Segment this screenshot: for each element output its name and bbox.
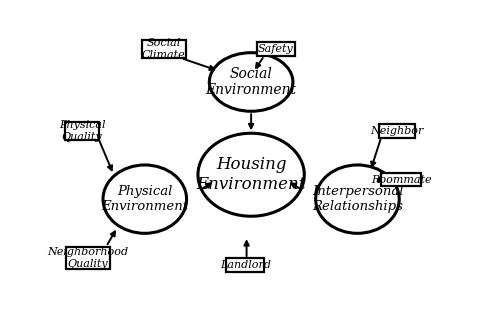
Text: Safety: Safety — [258, 44, 294, 54]
Text: Roommate: Roommate — [371, 175, 431, 184]
Text: Interpersonal
Relationships: Interpersonal Relationships — [312, 185, 403, 213]
Text: Social
Climate: Social Climate — [142, 38, 186, 60]
Text: Neighbor: Neighbor — [370, 126, 424, 136]
Bar — [65, 122, 99, 140]
Bar — [379, 124, 416, 138]
Bar — [66, 247, 110, 269]
Ellipse shape — [209, 53, 293, 111]
Ellipse shape — [103, 165, 187, 233]
Bar — [381, 173, 421, 186]
Text: Landlord: Landlord — [220, 260, 271, 270]
Ellipse shape — [316, 165, 399, 233]
Ellipse shape — [198, 133, 304, 216]
Text: Physical
Quality: Physical Quality — [59, 120, 105, 142]
Bar — [142, 40, 186, 58]
Text: Housing
Environment: Housing Environment — [196, 156, 306, 193]
Bar — [226, 258, 265, 272]
Text: Neighborhood
Quality: Neighborhood Quality — [47, 247, 128, 268]
Bar — [257, 42, 295, 56]
Text: Physical
Environment: Physical Environment — [101, 185, 188, 213]
Text: Social
Environment: Social Environment — [206, 67, 296, 97]
